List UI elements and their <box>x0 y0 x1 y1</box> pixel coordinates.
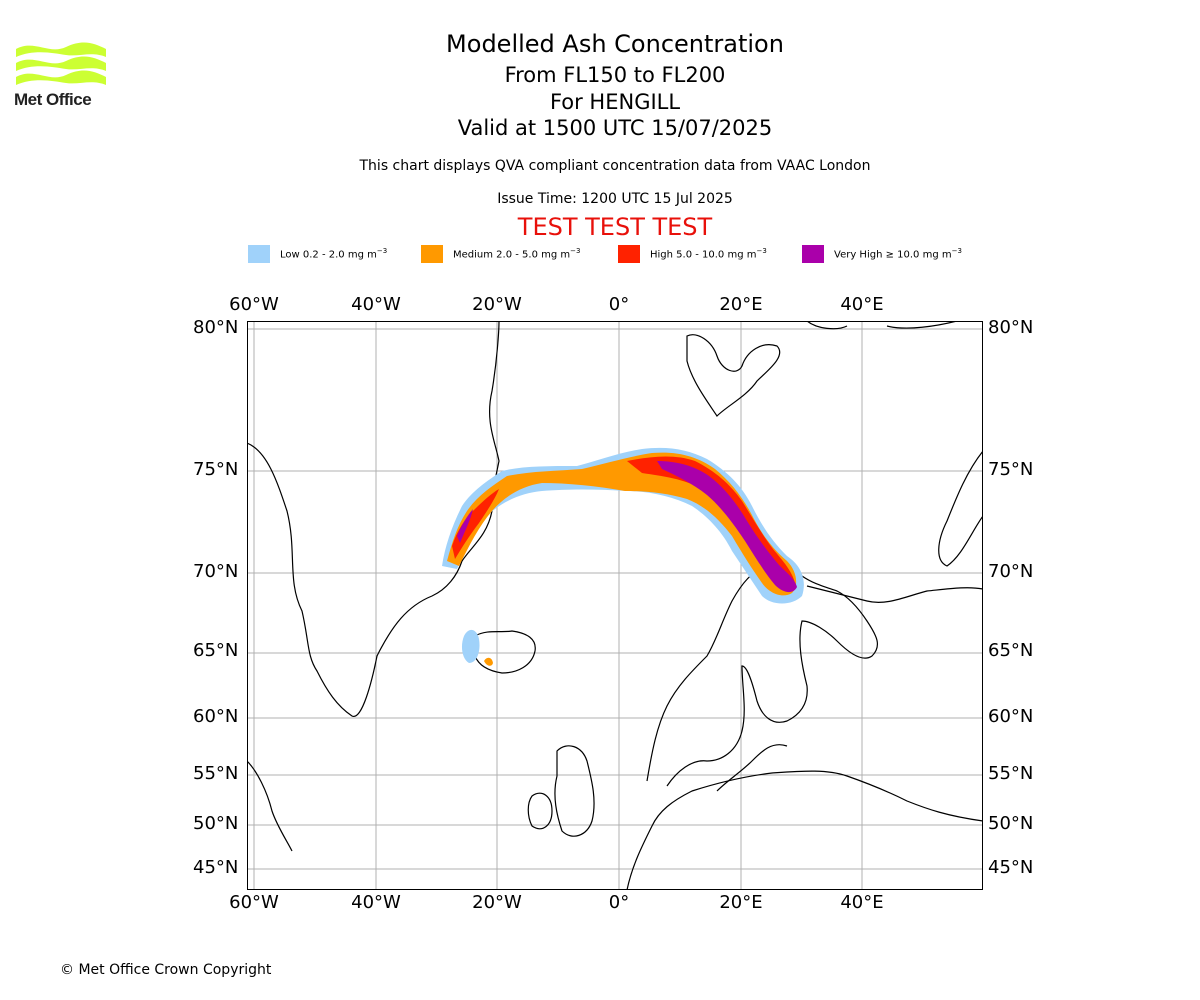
lat-label-left-55n: 55°N <box>193 763 239 784</box>
lat-label-right-55n: 55°N <box>988 763 1034 784</box>
lat-label-left-65n: 65°N <box>193 640 239 661</box>
legend-label-low: Low 0.2 - 2.0 mg m <box>280 249 377 261</box>
ash-concentration-map <box>247 321 983 890</box>
lon-label-bottom-40w: 40°W <box>351 892 401 913</box>
legend-swatch-high <box>618 245 640 263</box>
lat-label-right-50n: 50°N <box>988 813 1034 834</box>
lon-label-bottom-60w: 60°W <box>229 892 279 913</box>
coastline-arctic-islands <box>806 321 958 330</box>
legend-label-medium: Medium 2.0 - 5.0 mg m <box>453 249 571 261</box>
lat-label-left-60n: 60°N <box>193 706 239 727</box>
lon-label-top-0: 0° <box>608 294 630 315</box>
map-frame <box>247 321 983 890</box>
lon-label-bottom-20w: 20°W <box>472 892 522 913</box>
coastline-labrador <box>247 760 293 852</box>
lon-label-top-40w: 40°W <box>351 294 401 315</box>
legend-label-very-high: Very High ≥ 10.0 mg m <box>834 249 952 261</box>
legend-label-high: High 5.0 - 10.0 mg m <box>650 249 757 261</box>
lon-label-top-20w: 20°W <box>472 294 522 315</box>
lon-label-top-40e: 40°E <box>840 294 884 315</box>
lat-label-right-45n: 45°N <box>988 857 1034 878</box>
valid-time: Valid at 1500 UTC 15/07/2025 <box>457 116 773 140</box>
test-banner: TEST TEST TEST <box>517 213 713 241</box>
lat-label-left-50n: 50°N <box>193 813 239 834</box>
map-gridlines <box>247 321 983 890</box>
coastline-scandinavia <box>646 563 879 787</box>
coastline-novaya-zemlya <box>938 450 983 567</box>
lat-label-left-70n: 70°N <box>193 561 239 582</box>
legend-item-high: High 5.0 - 10.0 mg m−3 <box>618 244 767 264</box>
chart-title: Modelled Ash Concentration <box>446 30 784 58</box>
coastline-svalbard <box>686 334 781 417</box>
coastline-europe-mainland <box>626 770 983 890</box>
lon-label-top-20e: 20°E <box>719 294 763 315</box>
coastline-russia-north <box>806 585 983 603</box>
flight-level-range: From FL150 to FL200 <box>504 63 726 87</box>
legend-item-low: Low 0.2 - 2.0 mg m−3 <box>248 244 387 264</box>
lat-label-left-75n: 75°N <box>193 459 239 480</box>
coastline-ireland <box>527 792 553 830</box>
lat-label-right-60n: 60°N <box>988 706 1034 727</box>
lon-label-bottom-20e: 20°E <box>719 892 763 913</box>
lat-label-right-70n: 70°N <box>988 561 1034 582</box>
legend-swatch-low <box>248 245 270 263</box>
lon-label-bottom-40e: 40°E <box>840 892 884 913</box>
coastline-baltic <box>716 744 788 792</box>
legend-swatch-very-high <box>802 245 824 263</box>
issue-time: Issue Time: 1200 UTC 15 Jul 2025 <box>497 191 733 207</box>
coastline-greenland <box>247 321 500 717</box>
lon-label-bottom-0: 0° <box>608 892 630 913</box>
ash-plume-very-high <box>457 461 797 593</box>
lat-label-left-45n: 45°N <box>193 857 239 878</box>
copyright-text: © Met Office Crown Copyright <box>60 962 272 978</box>
legend-item-medium: Medium 2.0 - 5.0 mg m−3 <box>421 244 580 264</box>
coastline-british-isles <box>554 745 595 837</box>
volcano-name: For HENGILL <box>549 90 681 114</box>
qva-note: This chart displays QVA compliant concen… <box>359 158 871 174</box>
legend-swatch-medium <box>421 245 443 263</box>
logo-text: Met Office <box>14 90 92 109</box>
lat-label-right-75n: 75°N <box>988 459 1034 480</box>
lat-label-left-80n: 80°N <box>193 317 239 338</box>
legend-item-very-high: Very High ≥ 10.0 mg m−3 <box>802 244 962 264</box>
lat-label-right-65n: 65°N <box>988 640 1034 661</box>
lon-label-top-60w: 60°W <box>229 294 279 315</box>
lat-label-right-80n: 80°N <box>988 317 1034 338</box>
met-office-logo-icon <box>16 42 106 85</box>
